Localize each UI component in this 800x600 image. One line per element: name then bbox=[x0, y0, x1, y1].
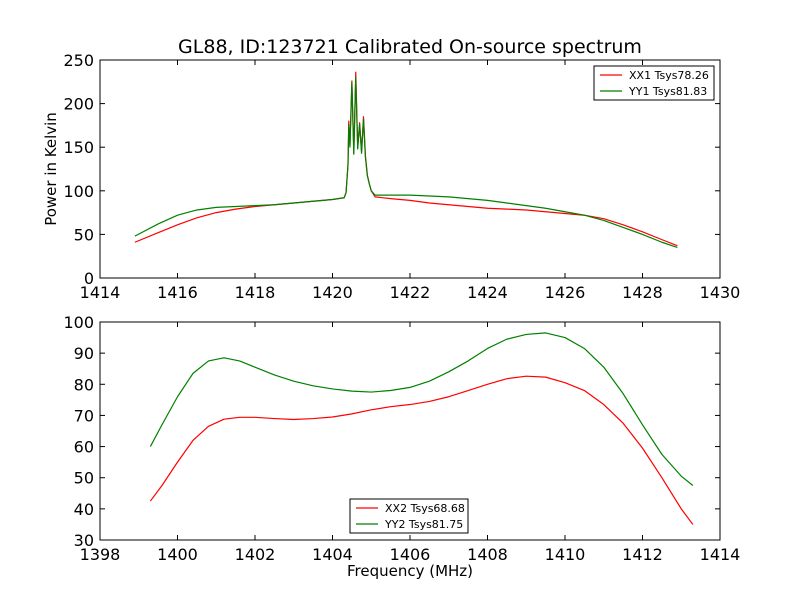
y-tick-label: 80 bbox=[74, 375, 94, 394]
legend-entry: XX2 Tsys68.68 bbox=[385, 502, 465, 515]
y-tick-label: 90 bbox=[74, 344, 94, 363]
y-tick-label: 40 bbox=[74, 500, 94, 519]
y-tick-label: 50 bbox=[74, 225, 94, 244]
x-tick-label: 1410 bbox=[545, 545, 586, 564]
x-tick-label: 1420 bbox=[312, 283, 353, 302]
series-line-0-1 bbox=[134, 76, 678, 249]
series-line-1-0 bbox=[149, 375, 694, 525]
x-tick-label: 1422 bbox=[390, 283, 431, 302]
x-tick-label: 1408 bbox=[467, 545, 508, 564]
x-tick-label: 1430 bbox=[700, 283, 741, 302]
y-tick-label: 200 bbox=[63, 95, 94, 114]
x-tick-label: 1414 bbox=[700, 545, 741, 564]
chart-title: GL88, ID:123721 Calibrated On-source spe… bbox=[178, 36, 642, 58]
top-chart: 1414 1416 1418 1420 1422 1424 1426 1428 1430 0 50 1… bbox=[63, 51, 740, 302]
y-tick-label: 50 bbox=[74, 469, 94, 488]
x-tick-label: 1398 bbox=[80, 545, 121, 564]
y-tick-label: 70 bbox=[74, 406, 94, 425]
series-line-1-1 bbox=[149, 332, 694, 486]
bottom-chart-xlabel: Frequency (MHz) bbox=[347, 562, 473, 580]
legend-box bbox=[349, 498, 469, 534]
legend: XX1 Tsys78.26 YY1 Tsys81.83 bbox=[593, 65, 715, 101]
legend-box bbox=[593, 65, 715, 101]
legend: XX2 Tsys68.68 YY2 Tsys81.75 bbox=[349, 498, 469, 534]
x-tick-label: 1424 bbox=[467, 283, 508, 302]
legend-entry: XX1 Tsys78.26 bbox=[629, 69, 709, 82]
y-tick-label: 250 bbox=[63, 51, 94, 70]
x-tick-label: 1400 bbox=[157, 545, 198, 564]
x-tick-label: 1404 bbox=[312, 545, 353, 564]
legend-entry: YY1 Tsys81.83 bbox=[628, 85, 707, 98]
x-tick-label: 1416 bbox=[157, 283, 198, 302]
x-tick-label: 1428 bbox=[622, 283, 663, 302]
y-tick-label: 150 bbox=[63, 138, 94, 157]
y-tick-label: 100 bbox=[63, 313, 94, 332]
x-tick-label: 1418 bbox=[235, 283, 276, 302]
x-tick-label: 1426 bbox=[545, 283, 586, 302]
legend-entry: YY2 Tsys81.75 bbox=[384, 518, 463, 531]
y-tick-label: 0 bbox=[84, 269, 94, 288]
y-tick-label: 30 bbox=[74, 531, 94, 550]
y-tick-label: 60 bbox=[74, 438, 94, 457]
y-tick-label: 100 bbox=[63, 182, 94, 201]
x-tick-label: 1406 bbox=[390, 545, 431, 564]
top-chart-ylabel: Power in Kelvin bbox=[42, 112, 60, 226]
bottom-chart: 1398 1400 1402 1404 1406 1408 1410 1412 1414 30 40… bbox=[63, 313, 740, 564]
x-tick-label: 1414 bbox=[80, 283, 121, 302]
x-tick-label: 1402 bbox=[235, 545, 276, 564]
x-tick-label: 1412 bbox=[622, 545, 663, 564]
